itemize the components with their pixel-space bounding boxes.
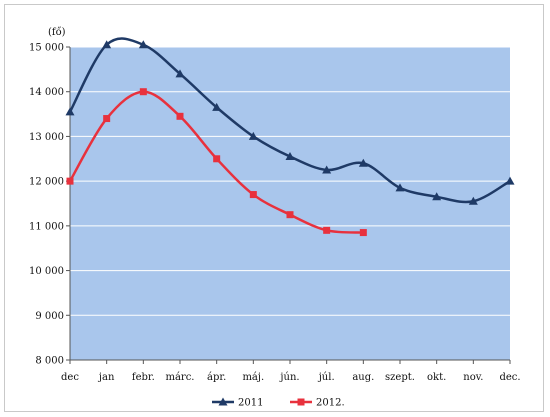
legend-marker (218, 397, 228, 406)
x-tick-label: jan (98, 372, 115, 383)
data-point (359, 229, 367, 237)
data-point (175, 69, 185, 78)
data-point (138, 40, 148, 49)
y-tick-label: 12 000 (29, 177, 64, 188)
series-group (65, 37, 515, 237)
data-point (468, 196, 478, 205)
data-point (323, 226, 331, 234)
x-tick-label: okt. (427, 372, 446, 383)
x-tick-label: dec (61, 372, 79, 383)
data-point (103, 115, 111, 123)
x-tick-label: máj. (242, 372, 264, 383)
data-point (358, 158, 368, 167)
data-point (286, 211, 294, 219)
y-unit-label: (fő) (48, 27, 66, 38)
x-tick-label: dec. (499, 372, 520, 383)
x-tick-label: nov. (463, 372, 483, 383)
legend-label: 2011 (238, 398, 263, 409)
plot-area (70, 47, 510, 360)
series-2 (66, 88, 367, 237)
data-point (176, 112, 184, 120)
y-tick-label: 15 000 (29, 43, 64, 54)
x-tick-label: júl. (318, 372, 335, 383)
data-point (139, 88, 147, 96)
legend: 2011 2012. (212, 397, 345, 409)
y-tick-label: 8 000 (35, 356, 64, 367)
y-tick-label: 10 000 (29, 266, 64, 277)
y-tick-label: 14 000 (29, 87, 64, 98)
data-point (66, 177, 74, 185)
data-point (65, 107, 75, 116)
legend-label: 2012. (316, 398, 345, 409)
x-tick-label: márc. (165, 372, 194, 383)
y-tick-label: 9 000 (35, 311, 64, 322)
legend-item: 2011 (212, 397, 263, 409)
legend-marker (297, 398, 305, 406)
y-tick-label: 11 000 (29, 221, 64, 232)
data-point (249, 191, 257, 199)
data-point (395, 183, 405, 192)
data-point (432, 192, 442, 201)
x-tick-label: febr. (132, 372, 155, 383)
x-axis-ticks: dec jan febr. márc. ápr. máj. jún. júl. aug. szep… (61, 360, 521, 383)
x-tick-label: ápr. (207, 372, 226, 383)
legend-item: 2012. (290, 398, 345, 409)
x-tick-label: jún. (279, 372, 299, 383)
data-point (212, 102, 222, 111)
data-point (285, 152, 295, 161)
y-tick-label: 13 000 (29, 132, 64, 143)
x-tick-label: aug. (352, 372, 374, 383)
series-1 (65, 37, 515, 205)
data-point (213, 155, 221, 163)
data-point (102, 40, 112, 49)
data-point (505, 176, 515, 185)
data-point (322, 165, 332, 174)
x-tick-label: szept. (385, 372, 415, 383)
data-point (248, 131, 258, 140)
